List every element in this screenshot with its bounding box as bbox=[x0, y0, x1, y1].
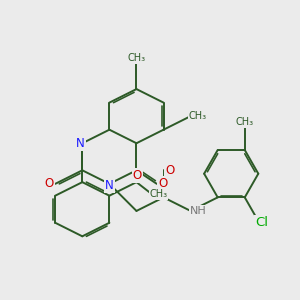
Text: CH₃: CH₃ bbox=[236, 117, 254, 127]
Text: N: N bbox=[76, 137, 85, 150]
Text: CH₃: CH₃ bbox=[149, 189, 167, 199]
Text: O: O bbox=[158, 177, 167, 190]
Text: O: O bbox=[44, 177, 54, 190]
Text: N: N bbox=[105, 179, 114, 192]
Text: O: O bbox=[165, 164, 174, 177]
Text: CH₃: CH₃ bbox=[128, 53, 146, 63]
Text: NH: NH bbox=[190, 206, 206, 216]
Text: CH₃: CH₃ bbox=[189, 111, 207, 121]
Text: Cl: Cl bbox=[255, 216, 268, 229]
Text: O: O bbox=[133, 169, 142, 182]
